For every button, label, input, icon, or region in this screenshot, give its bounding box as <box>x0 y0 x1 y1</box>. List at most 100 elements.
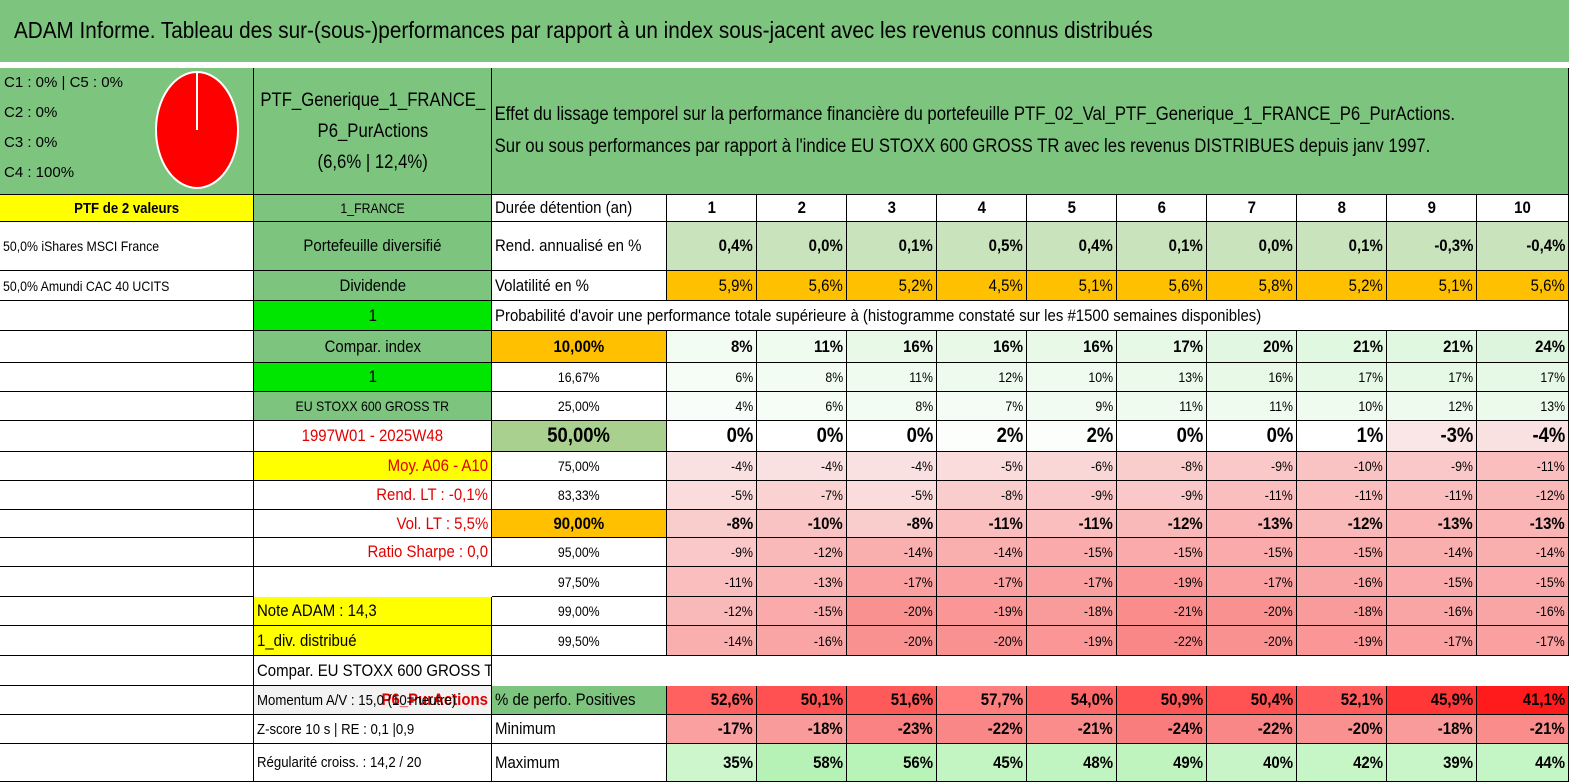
z-score: Z-score 10 s | RE : 0,1 |0,9 <box>254 715 492 744</box>
percentile-text: 75,00% <box>558 458 600 474</box>
percentile: 90,00% <box>492 510 667 538</box>
pct-value-text: -11% <box>1078 513 1113 533</box>
pct-value-text: 17% <box>1358 369 1383 385</box>
pct-value-text: -15% <box>1536 573 1565 590</box>
pct-value: -12% <box>757 538 847 567</box>
allocation-pie-chart <box>155 71 239 189</box>
one-a: 1 <box>254 301 492 331</box>
pct-value: -12% <box>667 597 757 626</box>
percentile: 95,00% <box>492 538 667 567</box>
pct-value: -11% <box>1207 481 1297 510</box>
pct-value-text: -4% <box>911 458 933 474</box>
pct-value: 24% <box>1477 331 1569 363</box>
pct-value: 21% <box>1297 331 1387 363</box>
pct-value-text: 16% <box>1083 336 1113 356</box>
max-value: 45% <box>937 744 1027 782</box>
pct-value: -15% <box>757 597 847 626</box>
pct-value: 8% <box>847 392 937 421</box>
z-score-text: Z-score 10 s | RE : 0,1 |0,9 <box>257 720 415 738</box>
pct-value: -13% <box>1477 510 1569 538</box>
pct-value: -20% <box>1207 626 1297 656</box>
pct-value-text: 16% <box>1268 369 1293 385</box>
pct-value-text: -12% <box>814 544 843 560</box>
pct-value-text: 11% <box>1269 398 1293 414</box>
empty-cell <box>0 626 254 656</box>
ptf-count-text: PTF de 2 valeurs <box>74 199 179 217</box>
probability-title-text: Probabilité d'avoir une performance tota… <box>495 305 1262 325</box>
pct-value: -16% <box>757 626 847 656</box>
pct-value: -20% <box>847 626 937 656</box>
vol-value-text: 5,1% <box>1078 275 1113 295</box>
percentile-text: 99,50% <box>558 632 600 649</box>
pct-value: -20% <box>937 626 1027 656</box>
max-value-text: 40% <box>1263 752 1293 772</box>
pct-value-text: -15% <box>1174 544 1203 560</box>
pct-value-text: -9% <box>1181 487 1203 503</box>
pct-value-text: 8% <box>915 398 933 414</box>
pct-value-text: 17% <box>1173 336 1203 356</box>
pct-value: 13% <box>1477 392 1569 421</box>
pct-value: -9% <box>1027 481 1117 510</box>
pct-value-text: -9% <box>731 544 753 560</box>
pct-value: 2% <box>937 421 1027 452</box>
pct-value-text: 0% <box>1266 424 1293 447</box>
pct-value-text: -17% <box>1264 573 1293 590</box>
empty-cell <box>0 421 254 452</box>
country-text: 1_FRANCE <box>340 200 405 216</box>
pct-value-text: -13% <box>1530 513 1565 533</box>
pct-value-text: -16% <box>814 632 843 649</box>
one-a-text: 1 <box>368 305 377 325</box>
pct-value: 8% <box>667 331 757 363</box>
min-value-text: -20% <box>1348 719 1383 738</box>
pct-value-text: -16% <box>1536 603 1565 619</box>
vol-value: 5,6% <box>1117 271 1207 301</box>
pct-value: -17% <box>847 567 937 597</box>
pct-value-text: 16% <box>993 336 1023 356</box>
pct-value-text: -11% <box>1537 458 1565 474</box>
empty-cell <box>0 744 254 782</box>
pct-value: 12% <box>937 363 1027 392</box>
empty-cell <box>0 686 254 715</box>
holding-1: 50,0% iShares MSCI France <box>0 222 254 271</box>
pos-value-text: 51,6% <box>890 690 933 709</box>
max-value: 48% <box>1027 744 1117 782</box>
pct-value-text: -5% <box>1001 458 1023 474</box>
momentum: Momentum A/V : 15,0 (10=neutre) <box>254 686 492 715</box>
percentile: 16,67% <box>492 363 667 392</box>
pct-value: -21% <box>1117 597 1207 626</box>
pct-value-text: -3% <box>1440 424 1473 447</box>
min-value-text: -17% <box>718 719 753 738</box>
rend-value-text: 0,1% <box>1348 236 1383 255</box>
pct-value: -17% <box>1027 567 1117 597</box>
pct-value: -11% <box>1477 452 1569 481</box>
min-value: -21% <box>1477 715 1569 744</box>
max-value-text: 39% <box>1443 752 1473 772</box>
year-header: 6 <box>1117 195 1207 222</box>
rend-value: 0,1% <box>1297 222 1387 271</box>
pct-value: 21% <box>1387 331 1477 363</box>
p6-label-text: P6_PurActions <box>381 690 488 709</box>
pct-value-text: 24% <box>1535 336 1565 356</box>
max-value: 58% <box>757 744 847 782</box>
pos-value-text: 52,1% <box>1340 690 1383 709</box>
rend-value: 0,5% <box>937 222 1027 271</box>
pct-value-text: -6% <box>1091 458 1113 474</box>
pct-value: -18% <box>1027 597 1117 626</box>
pct-value: -6% <box>1027 452 1117 481</box>
empty-cell <box>0 363 254 392</box>
pct-value-text: -20% <box>1264 603 1293 619</box>
pct-value-text: -22% <box>1174 632 1203 649</box>
vol-value: 5,2% <box>847 271 937 301</box>
report-title: ADAM Informe. Tableau des sur-(sous-)per… <box>14 17 1153 43</box>
min-value: -17% <box>667 715 757 744</box>
pct-value: -11% <box>937 510 1027 538</box>
pct-value-text: -12% <box>1168 513 1203 533</box>
year-header: 4 <box>937 195 1027 222</box>
max-value: 35% <box>667 744 757 782</box>
portfolio-stats: (6,6% | 12,4%) <box>317 151 428 173</box>
report-header: ADAM Informe. Tableau des sur-(sous-)per… <box>0 0 1569 63</box>
pct-value: -3% <box>1387 421 1477 452</box>
portfolio-name_l2: P6_PurActions <box>317 120 428 142</box>
pct-value-text: -14% <box>994 544 1023 560</box>
pct-value: -10% <box>757 510 847 538</box>
